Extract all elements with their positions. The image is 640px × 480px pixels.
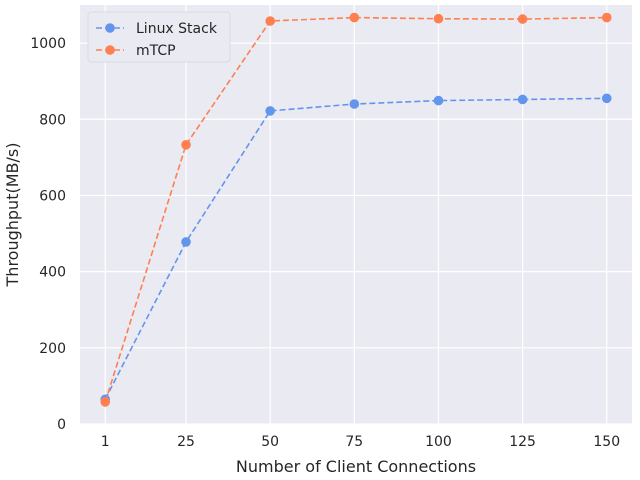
legend-marker — [105, 45, 115, 55]
y-axis-label: Throughput(MB/s) — [3, 143, 22, 288]
x-tick-label: 125 — [509, 434, 536, 450]
data-point — [349, 12, 360, 23]
data-point — [181, 237, 191, 247]
y-tick-label: 200 — [39, 341, 66, 357]
y-tick-label: 800 — [39, 112, 66, 128]
legend: Linux Stack mTCP — [87, 11, 231, 63]
y-tick-label: 400 — [39, 265, 66, 281]
x-tick-label: 75 — [345, 434, 363, 450]
grid-lines — [80, 5, 632, 425]
data-point — [601, 12, 612, 23]
x-tick-label: 150 — [593, 434, 620, 450]
data-point — [265, 16, 275, 26]
data-point — [265, 106, 275, 116]
data-point — [517, 94, 528, 105]
x-tick-label: 1 — [101, 434, 110, 450]
legend-label: mTCP — [136, 43, 176, 59]
x-tick-label: 25 — [177, 434, 195, 450]
data-point — [433, 95, 444, 106]
y-tick-label: 0 — [57, 417, 66, 433]
x-tick-label: 100 — [425, 434, 452, 450]
data-point — [517, 14, 528, 24]
data-point — [181, 139, 191, 150]
data-point — [100, 397, 111, 407]
plot-area — [80, 5, 632, 424]
x-tick-label: 50 — [261, 434, 279, 450]
data-point — [433, 13, 444, 24]
x-axis-label: Number of Client Connections — [236, 457, 476, 476]
data-point — [349, 99, 360, 109]
legend-marker — [105, 23, 115, 33]
series-0 — [100, 93, 612, 405]
series-layer — [100, 12, 612, 407]
y-tick-label: 600 — [39, 188, 66, 204]
data-point — [601, 93, 612, 104]
y-tick-label: 1000 — [30, 36, 66, 52]
series-1 — [100, 12, 612, 407]
legend-label: Linux Stack — [136, 21, 218, 37]
